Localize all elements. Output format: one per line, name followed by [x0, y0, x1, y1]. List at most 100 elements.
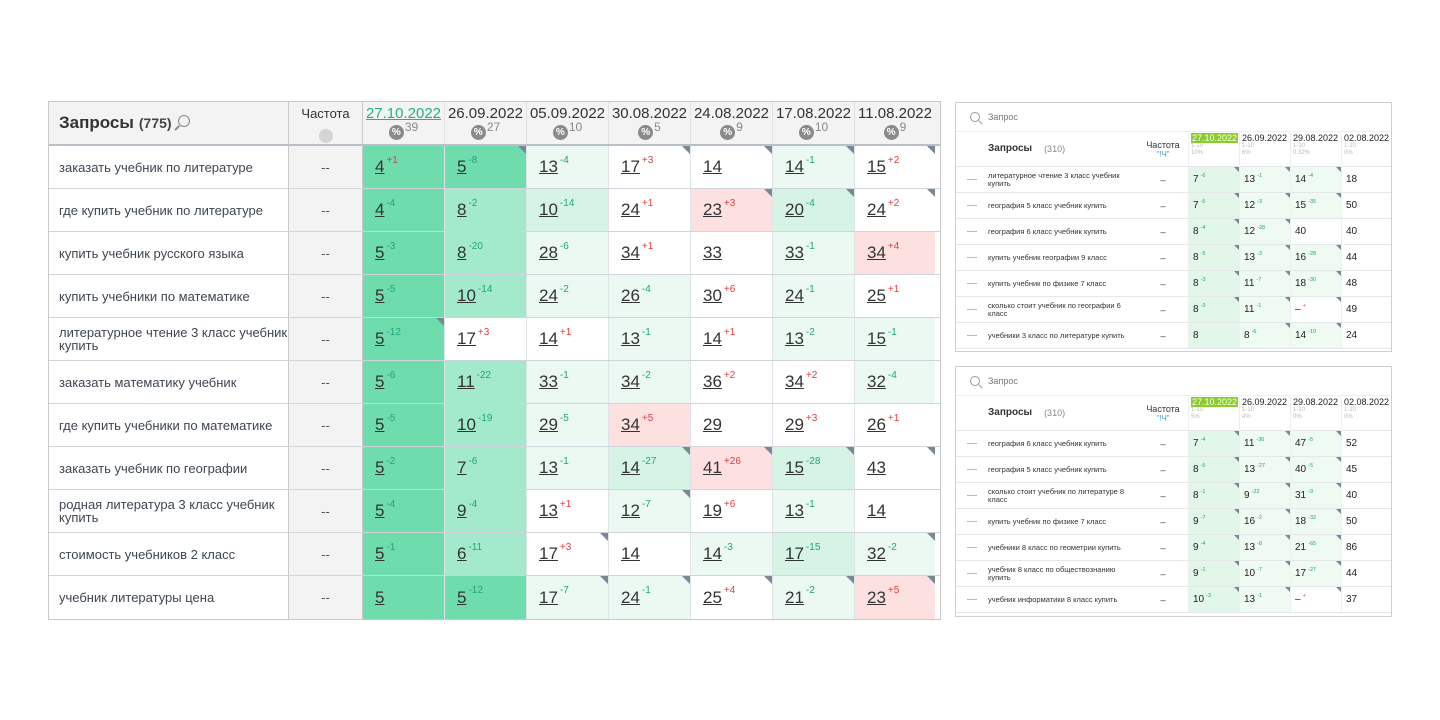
position-cell[interactable]: 8 -20 [445, 232, 527, 274]
position-cell[interactable]: 5 -5 [363, 404, 445, 446]
position-cell[interactable]: 4 +1 [363, 146, 445, 188]
position-value[interactable]: 4 [375, 200, 385, 219]
date-column-header[interactable]: 29.08.2022 1-10 0% [1290, 396, 1341, 430]
position-value[interactable]: 15 [867, 157, 886, 176]
position-value[interactable]: 28 [539, 243, 558, 262]
position-value[interactable]: 13 [539, 501, 558, 520]
position-cell[interactable]: 13 -3 [1239, 245, 1290, 270]
position-cell[interactable]: 8 -5 [1188, 245, 1239, 270]
position-value[interactable]: 13 [539, 458, 558, 477]
position-value[interactable]: 20 [785, 200, 804, 219]
position-cell[interactable]: 5 -5 [363, 275, 445, 317]
position-cell[interactable]: 31 -9 [1290, 483, 1341, 508]
position-cell[interactable]: 5 -4 [363, 490, 445, 532]
position-cell[interactable]: 8 -2 [445, 189, 527, 231]
position-cell[interactable]: 18 -32 [1290, 509, 1341, 534]
date-label[interactable]: 29.08.2022 [1293, 397, 1339, 407]
position-cell[interactable]: 8 -6 [1239, 323, 1290, 348]
search-icon[interactable] [970, 112, 980, 122]
date-label[interactable]: 26.09.2022 [447, 105, 524, 122]
position-cell[interactable]: 12 -3 [1239, 193, 1290, 218]
position-cell[interactable]: 9 -1 [1188, 561, 1239, 586]
position-cell[interactable]: 50 [1341, 193, 1391, 218]
position-cell[interactable]: 47 -5 [1290, 431, 1341, 456]
position-cell[interactable]: 37 [1341, 587, 1391, 612]
row-checkbox[interactable]: — [967, 278, 977, 289]
row-checkbox[interactable]: — [967, 304, 977, 315]
position-cell[interactable]: 30 +6 [691, 275, 773, 317]
position-cell[interactable]: 13 -8 [1239, 535, 1290, 560]
position-cell[interactable]: 17 -27 [1290, 561, 1341, 586]
query-text[interactable]: купить учебники по математике [49, 275, 289, 317]
position-cell[interactable]: 14 [691, 146, 773, 188]
frequency-header[interactable]: Частота "!Ч" [1138, 132, 1188, 166]
queries-header[interactable]: Запросы (310) [988, 132, 1138, 166]
position-cell[interactable]: 13 -27 [1239, 457, 1290, 482]
query-text[interactable]: география 5 класс учебник купить [988, 464, 1107, 474]
row-checkbox[interactable]: — [967, 516, 977, 527]
position-value[interactable]: 7 [457, 458, 467, 477]
position-cell[interactable]: 10 -14 [527, 189, 609, 231]
query-text[interactable]: купить учебник русского языка [49, 232, 289, 274]
position-value[interactable]: 12 [621, 501, 640, 520]
position-cell[interactable]: 13 -1 [773, 490, 855, 532]
query-text[interactable]: география 6 класс учебник купить [988, 226, 1107, 236]
position-value[interactable]: 24 [867, 200, 886, 219]
position-cell[interactable]: 34 +2 [773, 361, 855, 403]
position-cell[interactable]: 4 -4 [363, 189, 445, 231]
position-value[interactable]: 33 [539, 372, 558, 391]
position-cell[interactable]: 15 -1 [855, 318, 935, 360]
position-value[interactable]: 14 [703, 329, 722, 348]
position-value[interactable]: 14 [621, 458, 640, 477]
position-cell[interactable]: 8 -3 [1188, 297, 1239, 322]
position-cell[interactable]: 29 +3 [773, 404, 855, 446]
position-value[interactable]: 23 [703, 200, 722, 219]
position-cell[interactable]: 48 [1341, 271, 1391, 296]
position-cell[interactable]: 50 [1341, 509, 1391, 534]
position-value[interactable]: 25 [867, 286, 886, 305]
position-cell[interactable]: 5 [363, 576, 445, 619]
position-cell[interactable]: 13 +1 [527, 490, 609, 532]
position-cell[interactable]: 21 -2 [773, 576, 855, 619]
query-text[interactable]: заказать математику учебник [49, 361, 289, 403]
position-cell[interactable]: 33 [691, 232, 773, 274]
position-value[interactable]: 26 [867, 415, 886, 434]
position-cell[interactable]: 14 +1 [527, 318, 609, 360]
position-value[interactable]: 5 [457, 587, 467, 607]
position-cell[interactable]: 41 +26 [691, 447, 773, 489]
date-label[interactable]: 24.08.2022 [693, 105, 770, 122]
position-value[interactable]: 17 [785, 544, 804, 563]
position-value[interactable]: 14 [703, 544, 722, 563]
position-cell[interactable]: 16 -28 [1290, 245, 1341, 270]
frequency-type[interactable]: "!Ч" [1156, 413, 1170, 423]
position-cell[interactable]: 13 -1 [1239, 587, 1290, 612]
position-cell[interactable]: 6 -11 [445, 533, 527, 575]
position-cell[interactable]: 14 +1 [691, 318, 773, 360]
position-cell[interactable]: 14 [609, 533, 691, 575]
position-cell[interactable]: 9 -4 [1188, 535, 1239, 560]
date-label[interactable]: 27.10.2022 [1191, 133, 1239, 143]
position-cell[interactable]: 18 -30 [1290, 271, 1341, 296]
date-column-header[interactable]: 11.08.2022% 9 [855, 102, 935, 144]
position-cell[interactable]: 5 -2 [363, 447, 445, 489]
position-cell[interactable]: 5 -12 [445, 576, 527, 619]
position-cell[interactable]: 43 [855, 447, 935, 489]
date-label[interactable]: 17.08.2022 [775, 105, 852, 122]
position-cell[interactable]: 10 -19 [445, 404, 527, 446]
position-cell[interactable]: 17 -7 [527, 576, 609, 619]
position-value[interactable]: 29 [785, 415, 804, 434]
position-value[interactable]: 4 [375, 157, 385, 176]
frequency-header[interactable]: Частота "!Ч" [1138, 396, 1188, 430]
position-value[interactable]: 10 [457, 286, 476, 305]
position-value[interactable]: 17 [539, 544, 558, 563]
position-cell[interactable]: 86 [1341, 535, 1391, 560]
position-cell[interactable]: 14 -1 [773, 146, 855, 188]
position-cell[interactable]: 8 -5 [1188, 457, 1239, 482]
position-value[interactable]: 17 [621, 157, 640, 176]
position-cell[interactable]: 24 -2 [527, 275, 609, 317]
position-cell[interactable]: 12 -28 [1239, 219, 1290, 244]
position-cell[interactable]: 15 -35 [1290, 193, 1341, 218]
position-cell[interactable]: 36 +2 [691, 361, 773, 403]
position-cell[interactable]: 40 -5 [1290, 457, 1341, 482]
row-checkbox[interactable]: — [967, 490, 977, 501]
